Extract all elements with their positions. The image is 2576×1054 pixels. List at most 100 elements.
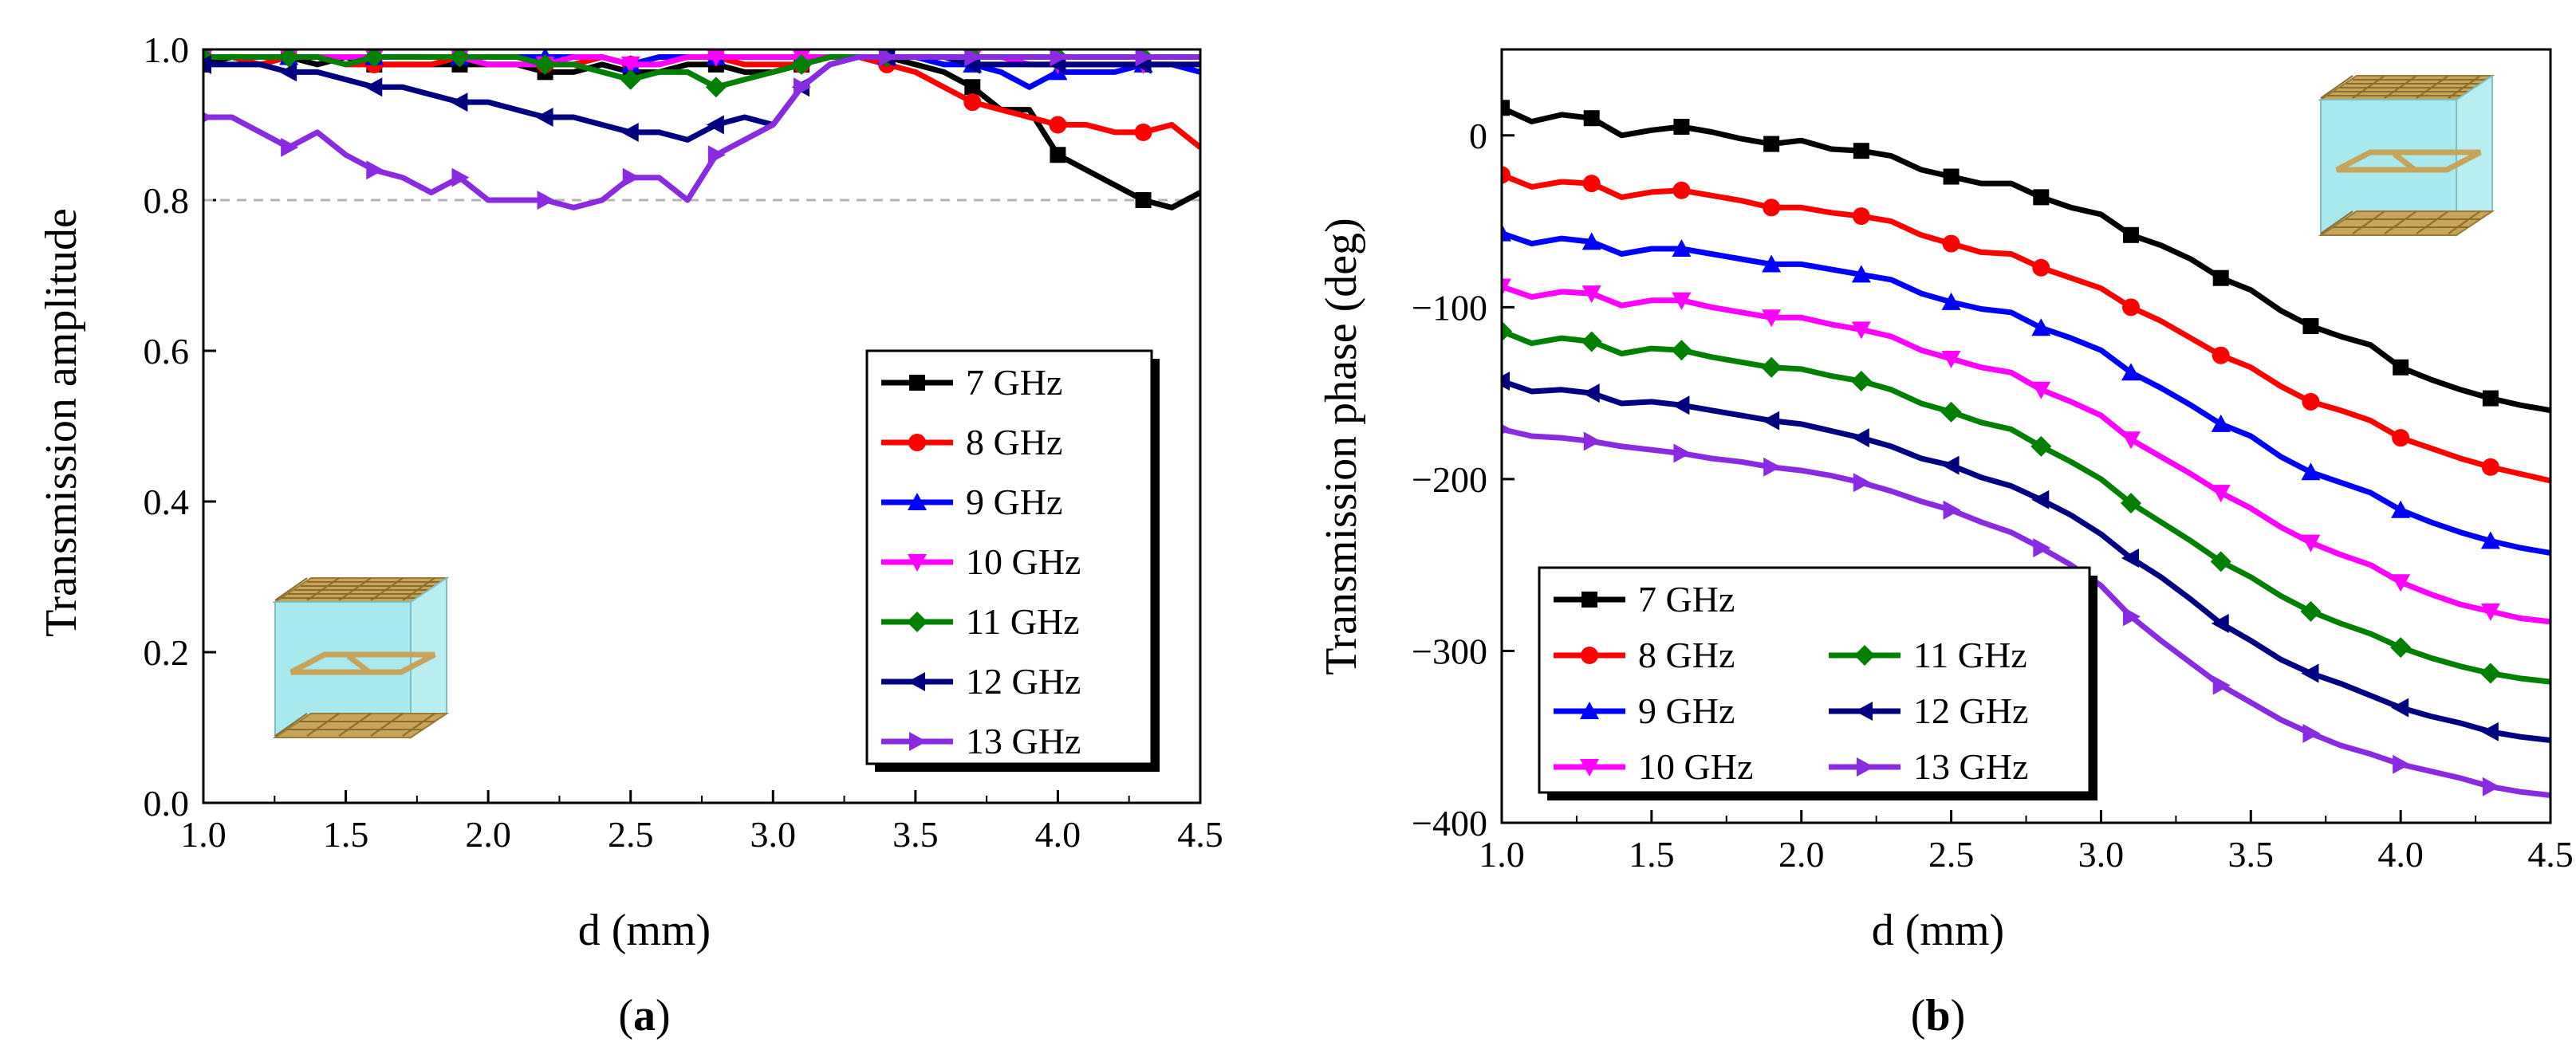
data-point xyxy=(1940,401,1962,423)
data-point xyxy=(622,167,640,187)
legend-marker xyxy=(1581,647,1598,664)
data-point xyxy=(2123,607,2141,627)
data-point xyxy=(620,69,641,90)
data-point xyxy=(203,112,213,123)
data-point xyxy=(203,54,211,74)
series-group xyxy=(203,49,1200,210)
data-point xyxy=(2033,189,2050,206)
y-tick-label: −300 xyxy=(1412,631,1487,671)
data-point xyxy=(2480,603,2500,621)
data-point xyxy=(620,122,639,142)
legend-label: 10 GHz xyxy=(1638,746,1753,787)
data-point xyxy=(1942,234,1960,253)
x-tick-label: 2.0 xyxy=(465,814,511,855)
data-point xyxy=(1673,443,1692,463)
x-tick-label: 2.0 xyxy=(1778,834,1825,875)
phase-chart: Transmission phase (deg) d (mm) (b) 1.0 1… xyxy=(1317,48,2574,1040)
legend-label: 12 GHz xyxy=(1913,690,2028,731)
x-tick-label: 4.5 xyxy=(2527,834,2574,875)
legend-label: 11 GHz xyxy=(1913,635,2027,675)
data-point xyxy=(964,49,983,67)
data-point xyxy=(1502,100,1510,116)
data-point xyxy=(964,79,981,96)
data-point xyxy=(2123,226,2139,243)
y-axis-label-a: Transmission amplitude xyxy=(37,208,86,637)
data-point xyxy=(1851,321,1871,340)
x-tick-label: 3.5 xyxy=(892,814,939,855)
data-point xyxy=(278,49,300,68)
x-tick-label: 1.5 xyxy=(323,814,369,855)
legend-marker xyxy=(1580,759,1599,777)
x-tick-label: 2.5 xyxy=(608,814,654,855)
data-point xyxy=(794,77,811,97)
data-point xyxy=(2030,435,2052,457)
data-point xyxy=(1853,143,1869,159)
data-point xyxy=(1762,411,1780,431)
data-point xyxy=(963,93,982,112)
data-point xyxy=(1502,223,1511,242)
y-tick-label: 0.4 xyxy=(144,482,190,522)
data-point xyxy=(1581,383,1600,403)
data-point xyxy=(2212,269,2229,286)
panel-label-b: (b) xyxy=(1911,991,1965,1040)
y-tick-label: −100 xyxy=(1412,287,1487,328)
y-tick-label: 0.8 xyxy=(144,180,190,221)
x-tick-label: 4.0 xyxy=(1035,814,1081,855)
data-point xyxy=(2391,574,2411,592)
x-tick-label: 1.0 xyxy=(180,814,226,855)
y-axis-label-b: Transmission phase (deg) xyxy=(1317,218,1366,674)
data-point xyxy=(2301,663,2319,683)
data-point xyxy=(1502,321,1512,342)
data-point xyxy=(1762,254,1782,273)
data-point xyxy=(1050,49,1068,67)
legend-label: 8 GHz xyxy=(966,422,1062,462)
x-tick-label: 3.0 xyxy=(2078,834,2125,875)
data-point xyxy=(1502,423,1511,435)
legend-marker xyxy=(909,375,925,391)
data-point xyxy=(1941,351,1961,368)
data-point xyxy=(2391,698,2409,718)
data-point xyxy=(1135,49,1153,67)
x-tick-label: 4.0 xyxy=(2377,834,2424,875)
x-tick-label: 4.5 xyxy=(1177,814,1223,855)
data-point xyxy=(1502,372,1510,391)
data-point xyxy=(1502,278,1511,297)
legend-label: 13 GHz xyxy=(966,721,1081,761)
data-point xyxy=(2212,675,2231,695)
data-point xyxy=(1851,428,1869,448)
data-point xyxy=(366,160,384,180)
data-point xyxy=(2301,462,2321,481)
data-point xyxy=(2211,414,2231,432)
data-point xyxy=(2302,392,2320,411)
data-point xyxy=(1853,473,1871,493)
legend-marker xyxy=(908,493,927,510)
data-point xyxy=(2210,551,2231,572)
data-point xyxy=(1852,207,1870,226)
legend-marker xyxy=(908,554,927,572)
data-point xyxy=(2212,346,2230,364)
y-tick-label: −200 xyxy=(1412,459,1487,500)
data-point xyxy=(279,62,297,82)
data-point xyxy=(1502,166,1511,184)
data-point xyxy=(1851,265,1871,283)
legend-b: 7 GHz 8 GHz 9 GHz 10 GHz 11 GHz 12 GHz 13 GHz xyxy=(1538,566,2097,800)
data-point xyxy=(1672,239,1692,258)
data-point xyxy=(1671,340,1692,361)
data-point xyxy=(2390,637,2412,659)
data-point xyxy=(2033,538,2051,558)
legend-label: 9 GHz xyxy=(966,482,1062,522)
data-point xyxy=(2031,381,2051,399)
data-point xyxy=(2121,549,2139,568)
data-point xyxy=(1583,110,1600,127)
data-point xyxy=(2480,531,2500,549)
data-point xyxy=(1762,309,1782,328)
legend-marker xyxy=(1857,757,1874,777)
legend-marker xyxy=(1580,702,1599,719)
y-tick-label: 0.0 xyxy=(144,783,190,824)
data-point xyxy=(2031,490,2050,509)
data-point xyxy=(1941,455,1960,475)
data-point xyxy=(537,191,555,210)
plot-area-b: 1.0 1.5 2.0 2.5 3.0 3.5 4.0 4.5 0 −100 −200 −300 −40… xyxy=(1412,48,2574,875)
data-point xyxy=(2393,754,2411,774)
